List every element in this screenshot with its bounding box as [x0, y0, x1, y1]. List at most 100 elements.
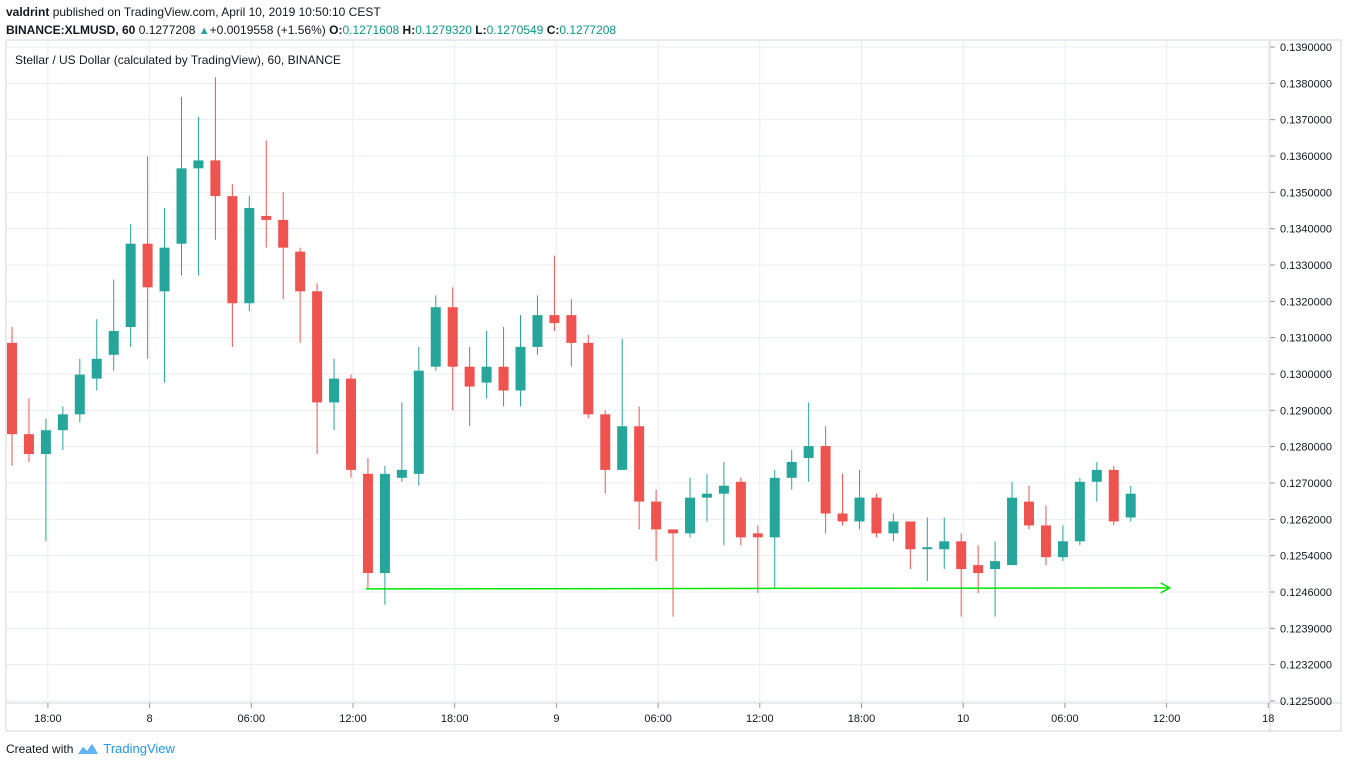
- candle-bullish: [396, 402, 407, 482]
- candle-bullish: [244, 196, 255, 312]
- candle-body: [1024, 501, 1034, 526]
- candle-body: [905, 521, 916, 550]
- candle-body: [295, 251, 306, 292]
- time-tick-label: 9: [553, 713, 559, 725]
- price-tick-label: 0.1330000: [1280, 260, 1332, 272]
- price-tick-label: 0.1254000: [1280, 551, 1332, 563]
- candle-body: [973, 565, 984, 574]
- candle-body: [40, 430, 51, 454]
- price-chart[interactable]: 0.1390000 0.1380000 0.1370000 0.1360000 0.13…: [0, 0, 1347, 740]
- candle-body: [481, 366, 492, 383]
- time-tick-label: 10: [957, 713, 969, 725]
- candle-body: [1040, 525, 1051, 558]
- candle-body: [600, 414, 611, 470]
- candle-body: [1108, 469, 1119, 522]
- chart-border: [5, 39, 1342, 732]
- candle-bearish: [634, 406, 645, 530]
- candle-bullish: [922, 517, 933, 581]
- candle-body: [57, 414, 68, 431]
- candle-bullish: [159, 208, 170, 383]
- candle-body: [871, 497, 882, 534]
- chart-header: valdrint published on TradingView.com, A…: [6, 4, 616, 40]
- created-with-text: Created with: [6, 741, 74, 756]
- candle-bearish: [227, 184, 238, 347]
- time-tick-label: 06:00: [644, 713, 672, 725]
- price-tick-label: 0.1350000: [1280, 187, 1332, 199]
- candle-bearish: [447, 287, 458, 411]
- candle-bearish: [668, 529, 679, 617]
- candle-bearish: [261, 140, 272, 248]
- footer: Created with TradingView: [6, 741, 175, 756]
- time-tick-label: 12:00: [1153, 713, 1181, 725]
- support-line-drawing[interactable]: [365, 582, 1172, 594]
- author-name[interactable]: valdrint: [6, 5, 50, 19]
- candle-body: [769, 477, 780, 538]
- price-tick-label: 0.1232000: [1280, 660, 1332, 672]
- time-tick-label: 12:00: [339, 713, 367, 725]
- candle-body: [922, 547, 933, 550]
- candle-body: [244, 208, 255, 304]
- candle-body: [108, 331, 119, 355]
- candle-bullish: [515, 315, 526, 407]
- open-label: O:: [329, 23, 343, 37]
- candle-bearish: [7, 327, 17, 466]
- candle-bullish: [74, 358, 85, 423]
- open-value: 0.1271608: [342, 23, 400, 37]
- candle-body: [23, 434, 34, 454]
- candle-bullish: [718, 461, 729, 546]
- symbol-label: BINANCE:XLMUSD, 60: [6, 23, 136, 37]
- candle-bearish: [464, 346, 475, 427]
- support-arrow-icon: [1160, 582, 1172, 594]
- candle-bullish: [1091, 461, 1102, 502]
- candle-bearish: [820, 426, 831, 534]
- candle-body: [515, 346, 526, 391]
- candle-bearish: [905, 521, 916, 570]
- price-tick-label: 0.1290000: [1280, 405, 1332, 417]
- candle-bullish: [888, 513, 899, 542]
- tradingview-brand[interactable]: TradingView: [103, 741, 175, 756]
- candle-body: [701, 493, 712, 498]
- candle-body: [210, 160, 221, 197]
- candle-body: [1074, 481, 1085, 542]
- price-tick-label: 0.1225000: [1280, 696, 1332, 708]
- ohlc-line: BINANCE:XLMUSD, 60 0.1277208 ▲+0.0019558…: [6, 22, 616, 40]
- candle-body: [193, 160, 204, 169]
- candle-bearish: [312, 283, 323, 454]
- candle-bearish: [566, 299, 577, 367]
- candle-bullish: [125, 223, 136, 347]
- candle-bearish: [549, 255, 560, 331]
- time-axis[interactable]: 18:00 8 06:00 12:00 18:00 9 06:00 12:00 18:00 10 0…: [34, 703, 1274, 725]
- candle-body: [91, 358, 102, 379]
- candle-body: [617, 426, 628, 470]
- chart-grid: [7, 41, 1269, 702]
- candle-body: [990, 561, 1001, 570]
- candle-bearish: [837, 473, 848, 526]
- candle-bullish: [1074, 477, 1085, 546]
- time-tick-label: 8: [147, 713, 153, 725]
- price-tick-label: 0.1270000: [1280, 478, 1332, 490]
- candle-body: [125, 243, 136, 328]
- candle-bullish: [193, 116, 204, 276]
- candle-bullish: [413, 346, 424, 486]
- candle-body: [379, 473, 390, 574]
- candle-bullish: [532, 295, 543, 355]
- close-value: 0.1277208: [559, 23, 617, 37]
- price-change: +0.0019558 (+1.56%): [209, 23, 326, 37]
- time-tick-label: 06:00: [1051, 713, 1079, 725]
- candle-body: [447, 307, 458, 367]
- time-tick-label: 12:00: [746, 713, 774, 725]
- candle-body: [668, 529, 679, 534]
- price-axis[interactable]: 0.1390000 0.1380000 0.1370000 0.1360000 0.13…: [1270, 42, 1332, 708]
- candle-body: [685, 497, 695, 534]
- candle-bullish: [40, 418, 51, 542]
- time-tick-label: 18: [1262, 713, 1274, 725]
- candle-bearish: [956, 533, 967, 617]
- candle-bullish: [91, 319, 102, 391]
- candle-bullish: [329, 358, 340, 431]
- close-label: C:: [546, 23, 560, 37]
- candle-bullish: [685, 477, 695, 538]
- candle-body: [1091, 469, 1102, 482]
- time-tick-label: 18:00: [441, 713, 469, 725]
- candle-bearish: [583, 334, 594, 419]
- price-tick-label: 0.1262000: [1280, 514, 1332, 526]
